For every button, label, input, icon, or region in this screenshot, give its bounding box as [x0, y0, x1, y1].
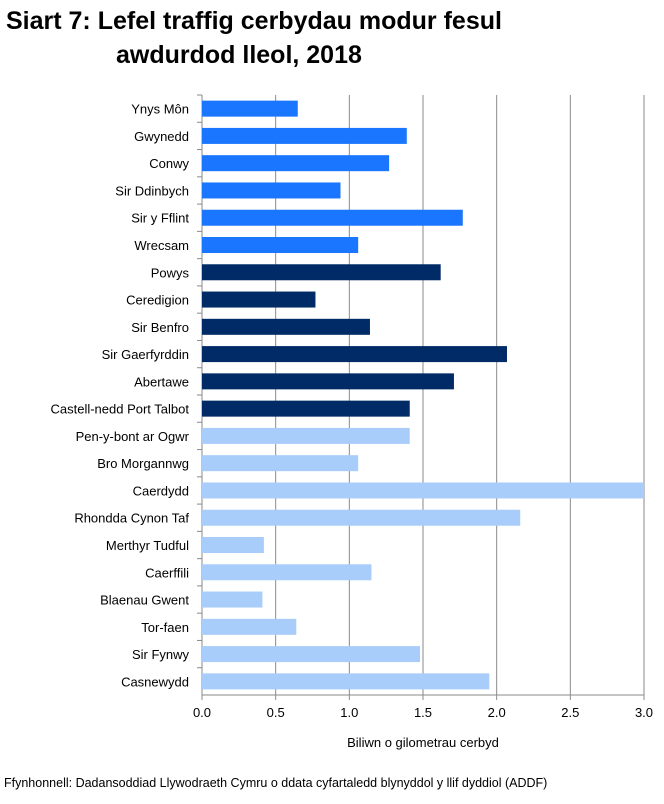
x-tick-label: 1.0 — [340, 705, 358, 720]
bar — [202, 509, 521, 526]
category-label: Ceredigion — [126, 293, 189, 308]
category-label: Sir Gaerfyrddin — [102, 347, 189, 362]
x-tick-label: 0.0 — [193, 705, 211, 720]
bar — [202, 127, 407, 144]
category-label: Ynys Môn — [131, 102, 189, 117]
bar — [202, 482, 644, 499]
category-label: Tor-faen — [141, 620, 189, 635]
bar-chart: 0.0 0.5 1.0 1.5 2.0 2.5 3.0 Ynys Môn Gwynedd Conw… — [50, 94, 653, 750]
bar — [202, 291, 316, 308]
bar — [202, 591, 263, 608]
category-label: Caerdydd — [133, 483, 189, 498]
source-note: Ffynhonnell: Dadansoddiad Llywodraeth Cy… — [4, 776, 548, 790]
bar — [202, 209, 463, 226]
category-label: Blaenau Gwent — [100, 593, 189, 608]
bar — [202, 318, 370, 335]
chart-title-line-2: awdurdod lleol, 2018 — [116, 41, 362, 69]
chart-title: Siart 7: Lefel traffig cerbydau modur fe… — [6, 4, 656, 72]
category-label: Merthyr Tudful — [106, 538, 189, 553]
bar — [202, 182, 341, 199]
bar — [202, 237, 359, 253]
x-tick-label: 3.0 — [635, 705, 653, 720]
category-label: Caerffili — [145, 565, 189, 580]
bar — [202, 673, 490, 690]
category-label: Abertawe — [134, 374, 189, 389]
bar — [202, 400, 410, 417]
category-label: Sir y Fflint — [131, 211, 189, 226]
category-label: Casnewydd — [121, 674, 189, 689]
category-label: Rhondda Cynon Taf — [74, 511, 189, 526]
category-label: Gwynedd — [134, 129, 189, 144]
bar — [202, 537, 264, 553]
bar — [202, 646, 421, 663]
x-tick-label: 2.0 — [488, 705, 506, 720]
bar — [202, 427, 410, 444]
category-label: Sir Ddinbych — [115, 183, 189, 198]
bar — [202, 100, 298, 117]
category-label: Powys — [151, 265, 190, 280]
bar — [202, 346, 507, 363]
category-label: Sir Fynwy — [132, 647, 190, 662]
bar — [202, 564, 372, 581]
bar — [202, 155, 390, 172]
category-label: Wrecsam — [134, 238, 189, 253]
bar — [202, 264, 441, 281]
x-tick-label: 1.5 — [414, 705, 432, 720]
bar — [202, 373, 454, 390]
category-label: Bro Morgannwg — [97, 456, 189, 471]
category-label: Conwy — [149, 156, 189, 171]
category-label: Sir Benfro — [131, 320, 189, 335]
category-label: Castell-nedd Port Talbot — [50, 402, 189, 417]
bar — [202, 455, 359, 472]
x-tick-label: 2.5 — [561, 705, 579, 720]
category-label: Pen-y-bont ar Ogwr — [76, 429, 190, 444]
chart-title-line-1: Siart 7: Lefel traffig cerbydau modur fe… — [6, 7, 502, 35]
x-axis-title: Biliwn o gilometrau cerbyd — [347, 735, 499, 750]
bar — [202, 618, 297, 635]
x-tick-label: 0.5 — [267, 705, 285, 720]
